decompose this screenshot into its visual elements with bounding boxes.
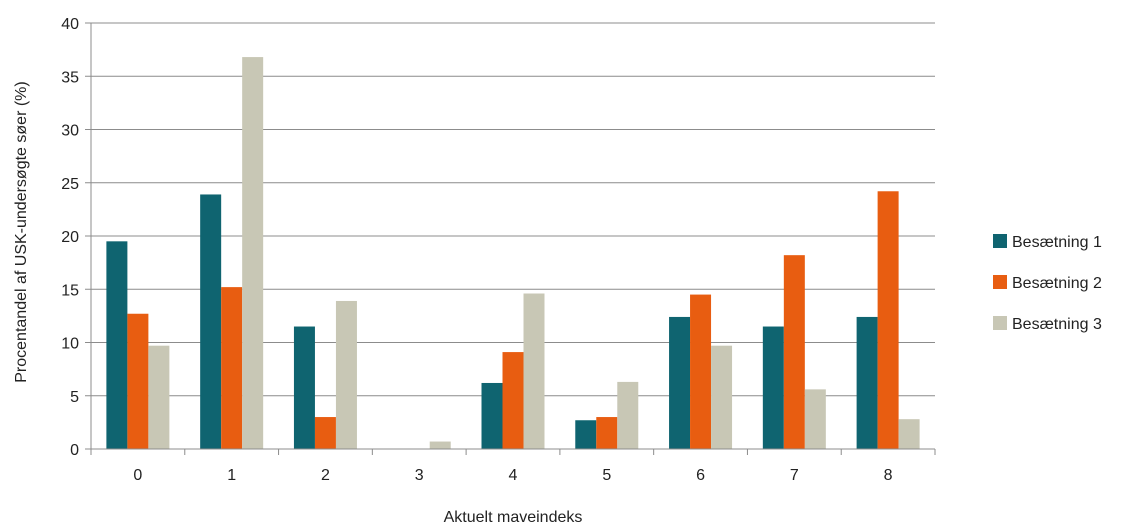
bar-series-2-cat-7 <box>783 255 805 449</box>
bar-series-2-cat-4 <box>502 352 524 449</box>
legend-label: Besætning 1 <box>1012 234 1102 251</box>
bar-series-1-cat-7 <box>762 326 784 449</box>
bar-series-3-cat-2 <box>335 300 357 449</box>
legend-swatch <box>993 275 1007 289</box>
bar-series-1-cat-4 <box>481 382 503 449</box>
x-axis-title: Aktuelt maveindeks <box>444 509 583 526</box>
x-tick-label: 3 <box>415 467 424 484</box>
y-tick-label: 20 <box>61 229 79 246</box>
bar-series-1-cat-2 <box>293 326 315 449</box>
y-tick-label: 10 <box>61 336 79 353</box>
bar-series-3-cat-0 <box>148 345 170 449</box>
bar-series-3-cat-4 <box>523 293 545 449</box>
x-tick-label: 1 <box>227 467 236 484</box>
legend-swatch <box>993 316 1007 330</box>
y-tick-label: 5 <box>70 389 79 406</box>
legend-swatch <box>993 234 1007 248</box>
x-tick-label: 0 <box>133 467 142 484</box>
bar-series-2-cat-1 <box>221 287 243 449</box>
bar-series-3-cat-7 <box>804 389 826 449</box>
bar-series-2-cat-0 <box>127 313 149 449</box>
x-tick-label: 7 <box>790 467 799 484</box>
x-tick-label: 4 <box>509 467 518 484</box>
bar-series-1-cat-1 <box>200 194 222 449</box>
legend-label: Besætning 3 <box>1012 316 1102 333</box>
y-tick-label: 25 <box>61 176 79 193</box>
legend: Besætning 1 Besætning 2 Besætning 3 <box>993 234 1102 333</box>
bar-series-2-cat-5 <box>596 417 618 449</box>
x-tick-label: 2 <box>321 467 330 484</box>
y-tick-label: 30 <box>61 123 79 140</box>
bar-series-3-cat-3 <box>429 441 451 449</box>
bar-series-3-cat-6 <box>711 345 733 449</box>
axes <box>85 22 936 455</box>
y-tick-labels: 0 5 10 15 20 25 30 35 40 <box>61 16 79 459</box>
y-tick-label: 0 <box>70 442 79 459</box>
y-tick-label: 15 <box>61 282 79 299</box>
bar-series-1-cat-0 <box>106 241 128 449</box>
bars <box>106 57 920 449</box>
bar-series-2-cat-2 <box>314 417 336 449</box>
bar-series-2-cat-8 <box>877 191 899 449</box>
y-tick-label: 35 <box>61 69 79 86</box>
bar-series-3-cat-5 <box>617 381 639 449</box>
y-axis-title: Procentandel af USK-undersøgte søer (%) <box>13 81 30 382</box>
x-tick-label: 8 <box>884 467 893 484</box>
bar-series-1-cat-8 <box>856 316 878 449</box>
bar-series-3-cat-1 <box>242 57 264 449</box>
y-tick-label: 40 <box>61 16 79 33</box>
bar-series-3-cat-8 <box>898 419 920 449</box>
bar-series-1-cat-5 <box>575 420 597 449</box>
x-tick-labels: 0 1 2 3 4 5 6 7 8 <box>133 467 892 484</box>
x-tick-label: 5 <box>602 467 611 484</box>
x-tick-label: 6 <box>696 467 705 484</box>
legend-label: Besætning 2 <box>1012 275 1102 292</box>
bar-series-2-cat-6 <box>690 294 712 449</box>
bar-series-1-cat-6 <box>669 316 691 449</box>
